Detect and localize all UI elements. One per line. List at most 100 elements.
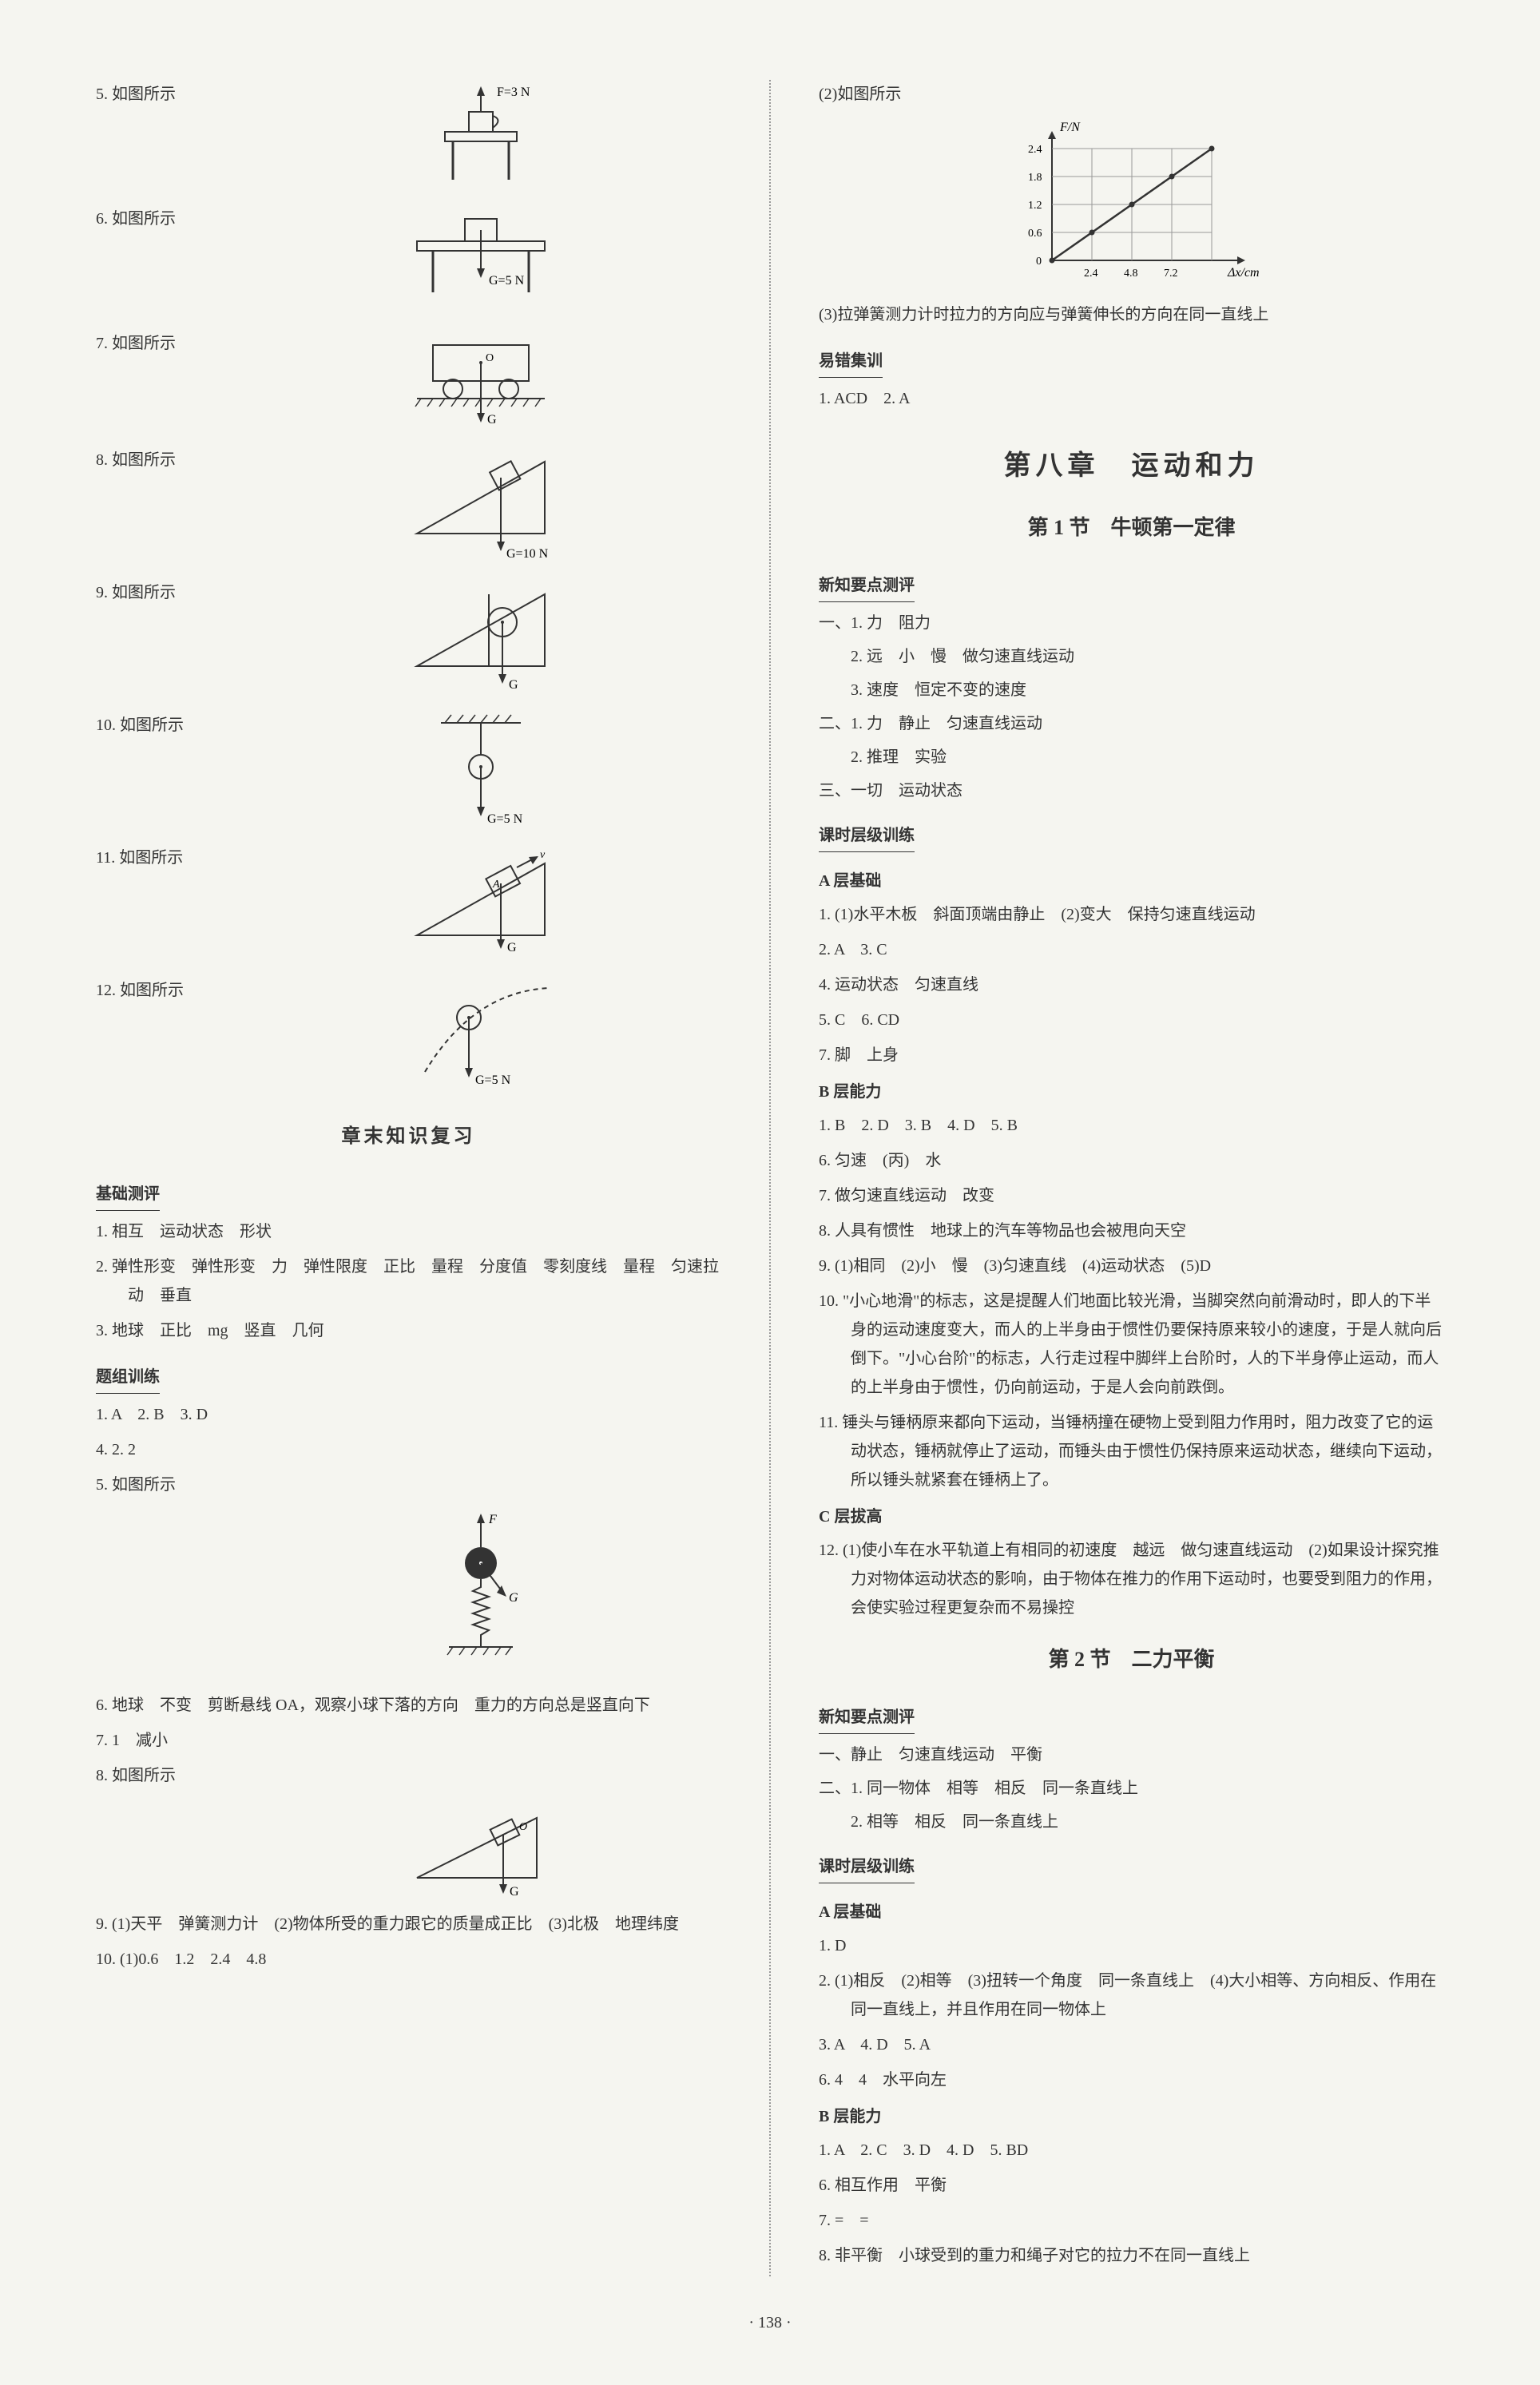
column-divider [769, 80, 771, 2276]
xtick: 4.8 [1124, 268, 1138, 280]
fig-label: 如图所示 [112, 85, 176, 103]
top-item: (2)如图所示 [819, 80, 1444, 109]
force-label: G [487, 413, 497, 427]
error-items: 1. ACD 2. A [819, 384, 1444, 413]
s2-item: 一、静止 匀速直线运动 平衡 [819, 1740, 1444, 1769]
figure-9-row: 9. 如图所示 G [96, 578, 721, 698]
chart-fn-vs-dx: F/N 0 0.6 1.2 1.8 2.4 [819, 117, 1444, 292]
diagram-table-block: G=5 N [240, 204, 721, 316]
force-label: G [509, 678, 518, 692]
s1-item: 2. 远 小 慢 做匀速直线运动 [819, 642, 1444, 671]
s1-item: 2. 推理 实验 [819, 743, 1444, 772]
level-b-item: 7. 做匀速直线运动 改变 [819, 1181, 1444, 1210]
y-axis-label: F/N [1059, 121, 1081, 134]
figure-5-row: 5. 如图所示 F=3 N [96, 80, 721, 192]
level-c-item: 12. (1)使小车在水平轨道上有相同的初速度 越远 做匀速直线运动 (2)如果… [819, 1536, 1444, 1622]
x-axis-label: Δx/cm [1227, 266, 1260, 280]
chapter-title: 第八章 运动和力 [819, 442, 1444, 490]
figure-7-row: 7. 如图所示 [96, 329, 721, 433]
s2-level-heading: 课时层级训练 [819, 1852, 915, 1883]
diagram-table-cup: F=3 N [240, 80, 721, 192]
s2-b-item: 6. 相互作用 平衡 [819, 2171, 1444, 2200]
s1-item: 三、一切 运动状态 [819, 776, 1444, 805]
left-column: 5. 如图所示 F=3 N [96, 80, 721, 2276]
s2-a-item: 1. D [819, 1931, 1444, 1960]
level-b-item: 6. 匀速 (丙) 水 [819, 1146, 1444, 1175]
f-label: F [488, 1513, 497, 1526]
s2-b-item: 1. A 2. C 3. D 4. D 5. BD [819, 2136, 1444, 2165]
figure-6-row: 6. 如图所示 G=5 N [96, 204, 721, 316]
level-b-item: 9. (1)相同 (2)小 慢 (3)匀速直线 (4)运动状态 (5)D [819, 1252, 1444, 1280]
xtick: 2.4 [1084, 268, 1098, 280]
ytick: 0.6 [1028, 228, 1042, 240]
s2-b-item: 8. 非平衡 小球受到的重力和绳子对它的拉力不在同一直线上 [819, 2241, 1444, 2270]
fig-label: 如图所示 [112, 335, 176, 352]
diagram-arc-ball: G=5 N [240, 976, 721, 1096]
heading-basic-review: 基础测评 [96, 1180, 160, 1211]
diagram-hanging-ball: G=5 N [240, 711, 721, 831]
fig-label: 如图所示 [120, 982, 184, 999]
level-b-item: 10. "小心地滑"的标志，这是提醒人们地面比较光滑，当脚突然向前滑动时，即人的… [819, 1287, 1444, 1402]
level-a-item: 7. 脚 上身 [819, 1041, 1444, 1069]
basic-review-2: 2. 弹性形变 弹性形变 力 弹性限度 正比 量程 分度值 零刻度线 量程 匀速… [96, 1252, 721, 1310]
fig-label: 如图所示 [120, 716, 184, 734]
s2-item: 二、1. 同一物体 相等 相反 同一条直线上 [819, 1774, 1444, 1803]
force-label: G=5 N [489, 274, 525, 288]
group-item: 6. 地球 不变 剪断悬线 OA，观察小球下落的方向 重力的方向总是竖直向下 [96, 1691, 721, 1720]
figure-12-row: 12. 如图所示 G=5 N [96, 976, 721, 1096]
ytick: 0 [1036, 256, 1042, 268]
section-2-title: 第 2 节 二力平衡 [819, 1641, 1444, 1679]
fig-num: 7. [96, 335, 108, 352]
fig-num: 12. [96, 982, 116, 999]
s2-b-item: 7. = = [819, 2206, 1444, 2235]
basic-review-3: 3. 地球 正比 mg 竖直 几何 [96, 1316, 721, 1345]
page-number: · 138 · [96, 2308, 1444, 2337]
heading-new-knowledge: 新知要点测评 [819, 571, 915, 602]
group-item: 10. (1)0.6 1.2 2.4 4.8 [96, 1945, 721, 1974]
group-item: 7. 1 减小 [96, 1726, 721, 1755]
level-a-item: 2. A 3. C [819, 935, 1444, 964]
fig-num: 8. [96, 451, 108, 469]
group-item: 9. (1)天平 弹簧测力计 (2)物体所受的重力跟它的质量成正比 (3)北极 … [96, 1910, 721, 1939]
diagram-incline-surface: A v G [240, 843, 721, 963]
point-o: O [486, 352, 494, 364]
s2-a-item: 2. (1)相反 (2)相等 (3)扭转一个角度 同一条直线上 (4)大小相等、… [819, 1966, 1444, 2024]
force-label: F=3 N [497, 85, 530, 99]
fig-num: 9. [96, 584, 108, 601]
level-a-item: 1. (1)水平木板 斜面顶端由静止 (2)变大 保持匀速直线运动 [819, 900, 1444, 929]
force-label: G=10 N [506, 547, 549, 561]
fig-num: 11. [96, 849, 115, 867]
right-column: (2)如图所示 F/N 0 0.6 1.2 [819, 80, 1444, 2276]
fig-label: 如图所示 [112, 451, 176, 469]
heading-error: 易错集训 [819, 347, 883, 378]
g-label: G [510, 1885, 519, 1899]
group-item: 5. 如图所示 [96, 1470, 721, 1499]
figure-11-row: 11. 如图所示 A v G [96, 843, 721, 963]
s2-b-heading: B 层能力 [819, 2102, 1444, 2131]
s1-item: 一、1. 力 阻力 [819, 609, 1444, 637]
diagram-incline-o: O G [240, 1798, 721, 1902]
ytick: 1.2 [1028, 200, 1042, 212]
basic-review-1: 1. 相互 运动状态 形状 [96, 1217, 721, 1246]
level-c-heading: C 层拔高 [819, 1502, 1444, 1531]
ytick: 2.4 [1028, 144, 1042, 156]
force-label: G=5 N [475, 1073, 511, 1087]
figure-10-row: 10. 如图所示 G=5 N [96, 711, 721, 831]
heading-level-training: 课时层级训练 [819, 821, 915, 852]
page-container: 5. 如图所示 F=3 N [96, 80, 1444, 2276]
fig-label: 如图所示 [119, 849, 183, 867]
xtick: 7.2 [1164, 268, 1178, 280]
diagram-incline-ball: G [240, 578, 721, 698]
s2-a-item: 6. 4 4 水平向左 [819, 2066, 1444, 2094]
fig-label: 如图所示 [112, 584, 176, 601]
fig-label: 如图所示 [112, 210, 176, 228]
group-item: 8. 如图所示 [96, 1761, 721, 1790]
force-label: G=5 N [487, 812, 523, 826]
diagram-incline-block: G=10 N [240, 446, 721, 565]
diagram-cart: O G [240, 329, 721, 433]
section-1-title: 第 1 节 牛顿第一定律 [819, 510, 1444, 547]
level-b-item: 1. B 2. D 3. B 4. D 5. B [819, 1111, 1444, 1140]
s2-item: 2. 相等 相反 同一条直线上 [819, 1808, 1444, 1836]
o-label: O [519, 1821, 527, 1833]
group-item: 1. A 2. B 3. D [96, 1400, 721, 1429]
